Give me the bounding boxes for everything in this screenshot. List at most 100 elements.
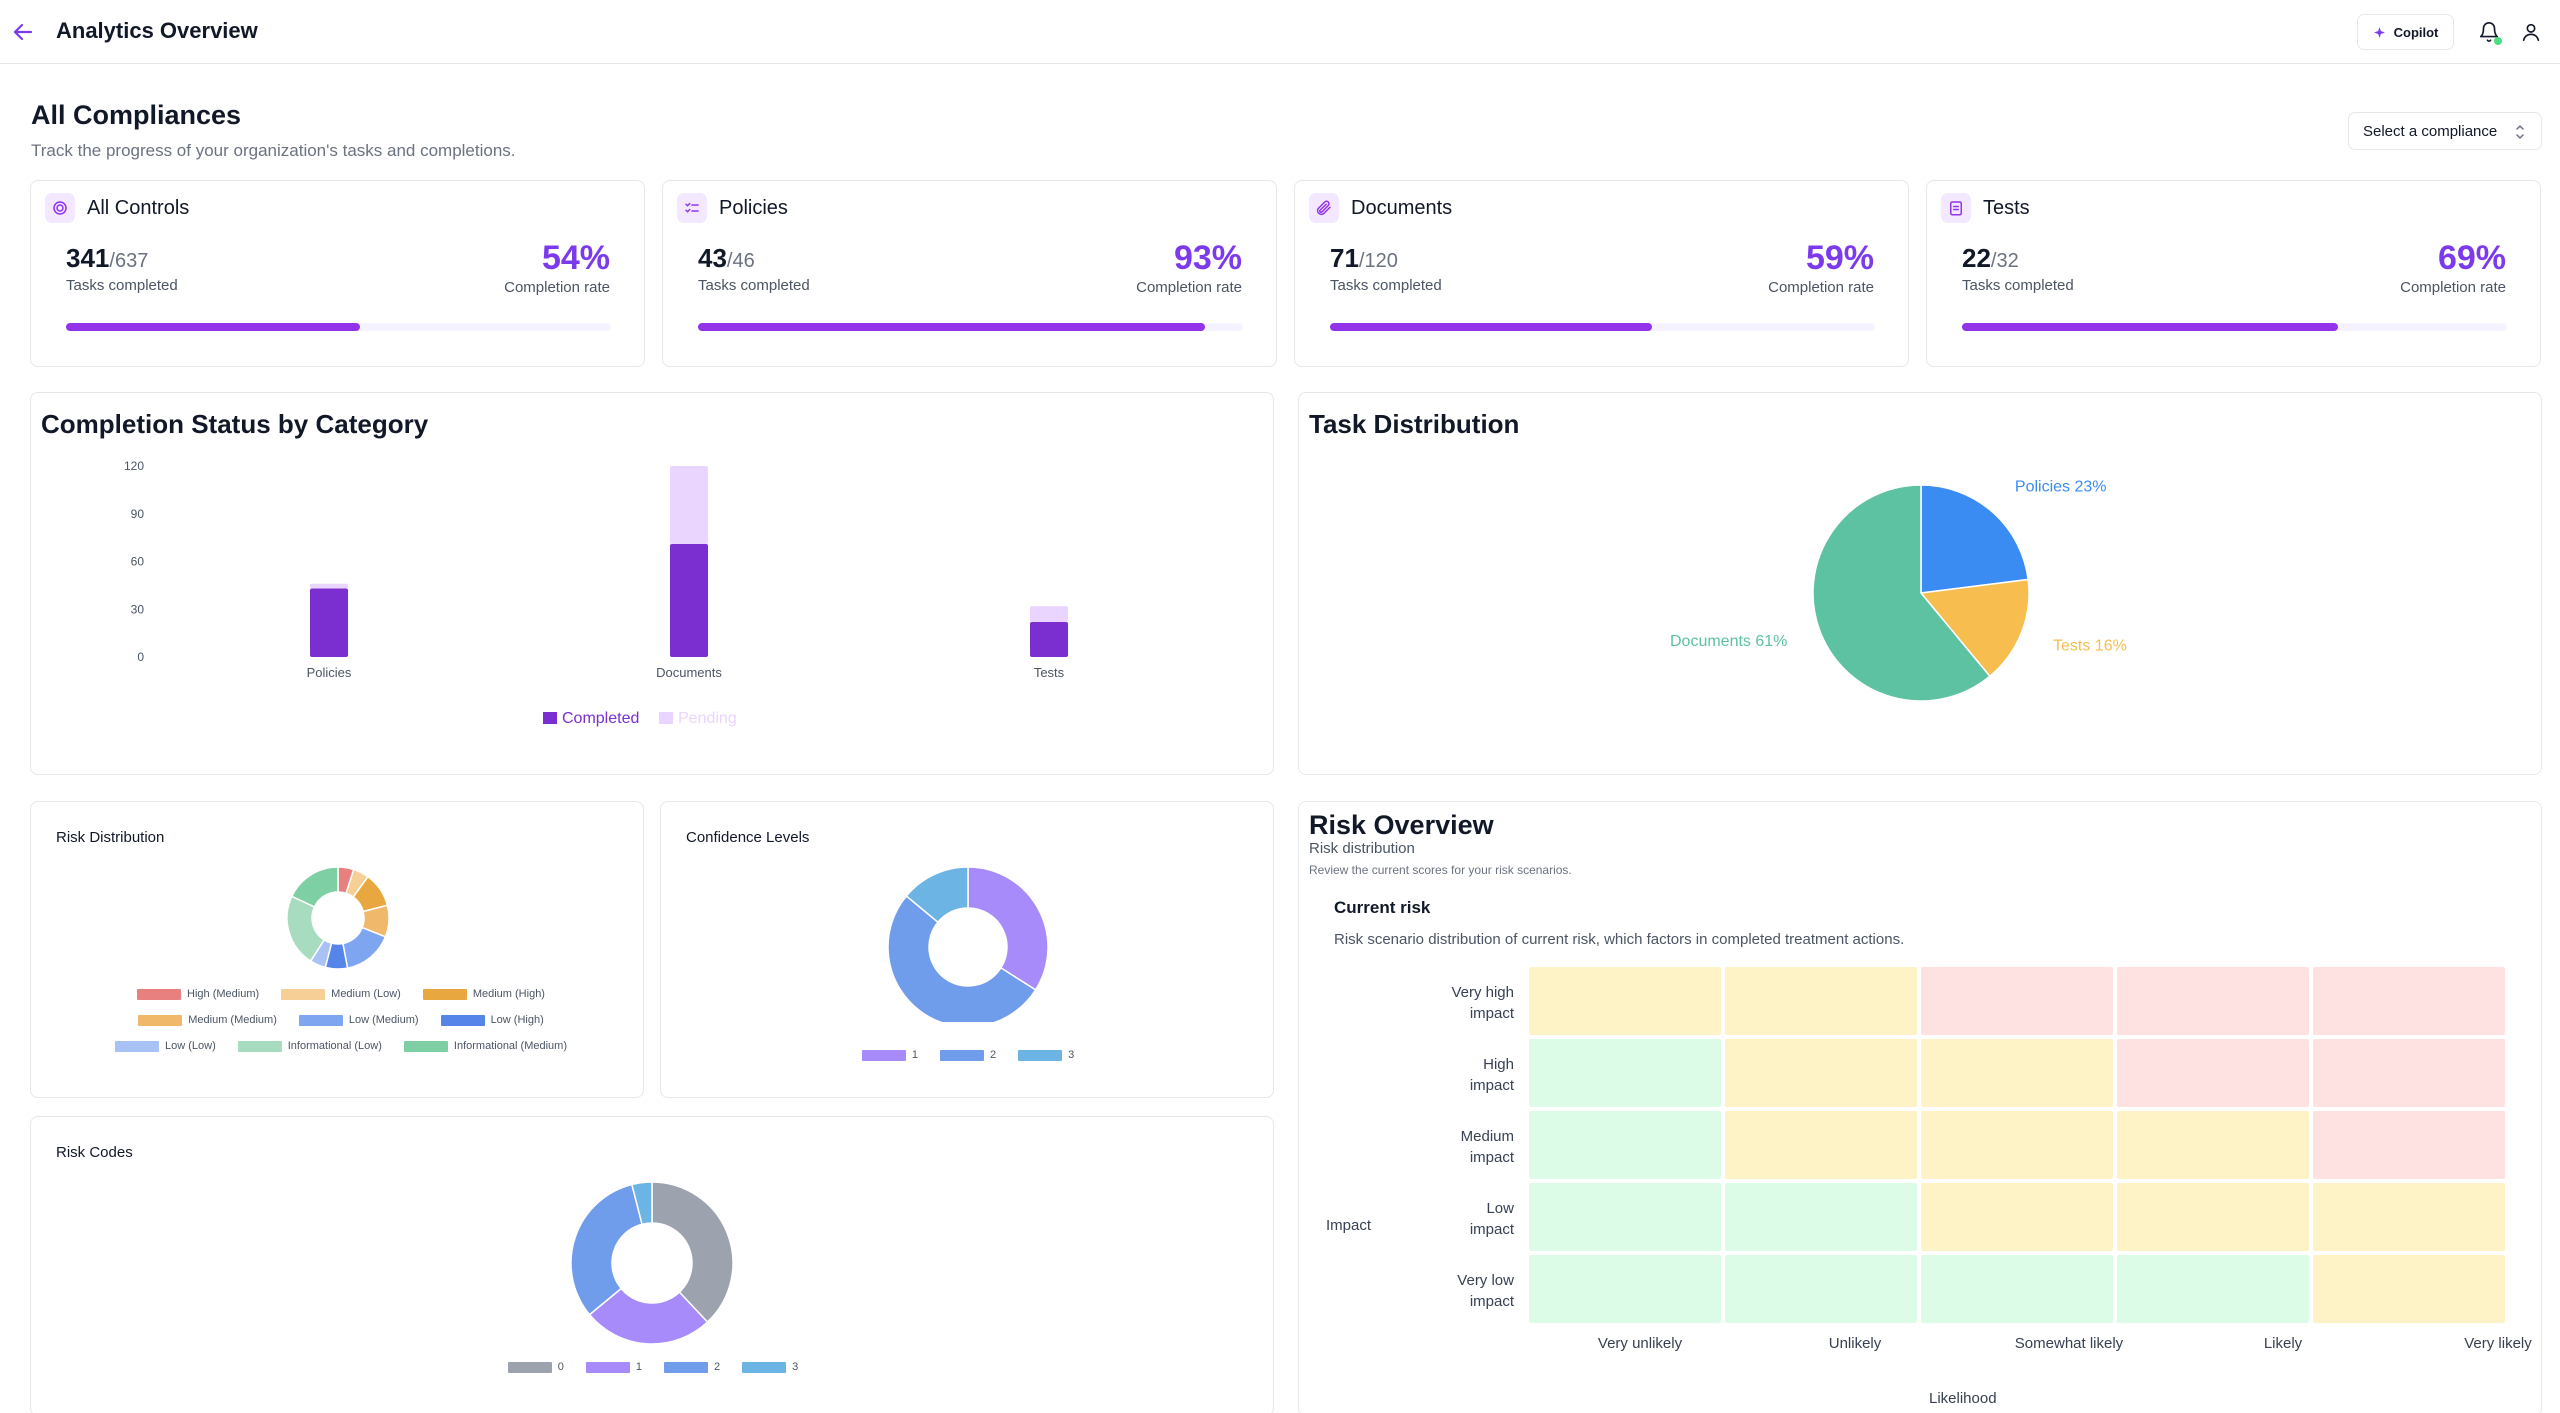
stat-card-all-controls: All Controls 341/637 Tasks completed 54%… bbox=[30, 180, 645, 367]
heatmap-cell[interactable] bbox=[1921, 1255, 2113, 1323]
pie-slice bbox=[630, 1181, 653, 1226]
heatmap-cell[interactable] bbox=[2117, 1255, 2309, 1323]
legend-item[interactable]: 1 bbox=[585, 1361, 642, 1373]
legend-label: 0 bbox=[557, 1361, 564, 1373]
legend-item[interactable]: Low (Medium) bbox=[298, 1014, 419, 1026]
user-menu-button[interactable] bbox=[2516, 16, 2546, 48]
stat-card-documents: Documents 71/120 Tasks completed 59% Com… bbox=[1294, 180, 1909, 367]
legend-swatch bbox=[298, 1014, 343, 1026]
bar-completed bbox=[310, 588, 348, 657]
heatmap-cell[interactable] bbox=[1921, 967, 2113, 1035]
heatmap-cell[interactable] bbox=[1529, 1183, 1721, 1251]
bar-pending bbox=[670, 466, 708, 544]
heatmap-cell[interactable] bbox=[1725, 1255, 1917, 1323]
legend-label: Medium (High) bbox=[472, 988, 545, 1000]
chevron-up-down-icon bbox=[2516, 125, 2524, 139]
pie-slice bbox=[588, 1287, 709, 1345]
risk-codes-donut bbox=[570, 1181, 734, 1345]
task-chart-title: Task Distribution bbox=[1309, 409, 1520, 439]
heatmap-cell[interactable] bbox=[1921, 1111, 2113, 1179]
heatmap-cell[interactable] bbox=[2313, 1183, 2505, 1251]
pie-slice bbox=[1920, 484, 2029, 594]
legend-item[interactable]: High (Medium) bbox=[137, 988, 259, 1000]
stat-rate-label: Completion rate bbox=[504, 279, 610, 296]
legend-item[interactable]: 1 bbox=[861, 1049, 918, 1061]
legend-item[interactable]: 3 bbox=[742, 1361, 798, 1373]
legend-swatch bbox=[422, 988, 467, 1000]
compliance-select[interactable]: Select a compliance bbox=[2348, 112, 2542, 150]
heatmap-cell[interactable] bbox=[1529, 1111, 1721, 1179]
heatmap-cell[interactable] bbox=[2313, 1039, 2505, 1107]
likelihood-label-somewhat-likely: Somewhat likely bbox=[2014, 1335, 2124, 1352]
legend-item[interactable]: Low (Low) bbox=[115, 1040, 216, 1052]
stat-tasks-label: Tasks completed bbox=[1962, 277, 2074, 294]
impact-label-very-high: Very high impact bbox=[1451, 984, 1514, 1022]
y-tick-label: 30 bbox=[131, 602, 145, 616]
heatmap-cell[interactable] bbox=[1921, 1183, 2113, 1251]
legend-label-pending[interactable]: Pending bbox=[678, 710, 737, 727]
legend-item[interactable]: Informational (Medium) bbox=[403, 1040, 567, 1052]
heatmap-cell[interactable] bbox=[1725, 1183, 1917, 1251]
heatmap-cell[interactable] bbox=[1921, 1039, 2113, 1107]
legend-swatch bbox=[861, 1049, 906, 1061]
likelihood-label-very-likely: Very likely bbox=[2464, 1335, 2532, 1352]
heatmap-cell[interactable] bbox=[1725, 1111, 1917, 1179]
progress-bar bbox=[1962, 323, 2507, 331]
back-button[interactable] bbox=[8, 18, 38, 46]
legend-item[interactable]: 2 bbox=[664, 1361, 720, 1373]
copilot-button[interactable]: Copilot bbox=[2357, 14, 2454, 50]
stat-percent: 59% bbox=[1805, 239, 1874, 277]
heatmap-cell[interactable] bbox=[2117, 1183, 2309, 1251]
heatmap-cell[interactable] bbox=[2313, 967, 2505, 1035]
legend-item[interactable]: Medium (Low) bbox=[281, 988, 401, 1000]
heatmap-cell[interactable] bbox=[2313, 1111, 2505, 1179]
confidence-donut bbox=[887, 866, 1049, 1022]
legend-label-completed[interactable]: Completed bbox=[562, 710, 639, 727]
legend-item[interactable]: 3 bbox=[1018, 1049, 1074, 1061]
sparkle-icon bbox=[2373, 26, 2385, 38]
legend-swatch bbox=[507, 1361, 552, 1373]
pie-slice bbox=[341, 926, 387, 969]
pie-label: Documents 61% bbox=[1670, 633, 1787, 650]
heatmap-cell[interactable] bbox=[1529, 967, 1721, 1035]
heatmap-cell[interactable] bbox=[1725, 1039, 1917, 1107]
page-title: All Compliances bbox=[31, 100, 242, 130]
legend-item[interactable]: Medium (Medium) bbox=[138, 1014, 277, 1026]
pie-slice bbox=[1919, 578, 2030, 678]
bar-pending bbox=[1030, 606, 1068, 622]
heatmap-cell[interactable] bbox=[2117, 1111, 2309, 1179]
y-tick-label: 90 bbox=[131, 507, 145, 521]
confidence-levels-panel: Confidence Levels 1 2 3 bbox=[660, 801, 1274, 1098]
stat-completed: 71/120 bbox=[1330, 243, 1398, 273]
heatmap-cell[interactable] bbox=[1529, 1039, 1721, 1107]
arrow-left-icon bbox=[13, 23, 33, 41]
legend-label: 1 bbox=[635, 1361, 642, 1373]
stat-label: Tests bbox=[1983, 197, 2030, 219]
heatmap-cell[interactable] bbox=[2117, 1039, 2309, 1107]
completion-chart-title: Completion Status by Category bbox=[41, 409, 429, 439]
risk-distribution-donut bbox=[286, 866, 390, 970]
legend-swatch bbox=[137, 988, 182, 1000]
legend-swatch bbox=[585, 1361, 630, 1373]
heatmap-cell[interactable] bbox=[1529, 1255, 1721, 1323]
stat-percent: 69% bbox=[2437, 239, 2506, 277]
legend-item[interactable]: Informational (Low) bbox=[237, 1040, 382, 1052]
pie-slice bbox=[1812, 484, 1991, 702]
stat-tasks-label: Tasks completed bbox=[698, 277, 810, 294]
legend-item[interactable]: Medium (High) bbox=[422, 988, 545, 1000]
notifications-button[interactable] bbox=[2474, 16, 2504, 48]
stat-percent: 93% bbox=[1173, 239, 1242, 277]
bar-completed bbox=[670, 543, 708, 657]
stat-card-tests: Tests 22/32 Tasks completed 69% Completi… bbox=[1926, 180, 2541, 367]
legend-label: 3 bbox=[792, 1361, 799, 1373]
progress-fill bbox=[1330, 323, 1652, 331]
bar-pending bbox=[310, 583, 348, 589]
heatmap-cell[interactable] bbox=[2313, 1255, 2505, 1323]
heatmap-cell[interactable] bbox=[1725, 967, 1917, 1035]
legend-item[interactable]: 2 bbox=[939, 1049, 996, 1061]
legend-item[interactable]: Low (High) bbox=[440, 1014, 544, 1026]
compliance-select-label: Select a compliance bbox=[2363, 122, 2498, 140]
legend-item[interactable]: 0 bbox=[507, 1361, 564, 1373]
heatmap-cell[interactable] bbox=[2117, 967, 2309, 1035]
stat-tasks-label: Tasks completed bbox=[1330, 277, 1442, 294]
